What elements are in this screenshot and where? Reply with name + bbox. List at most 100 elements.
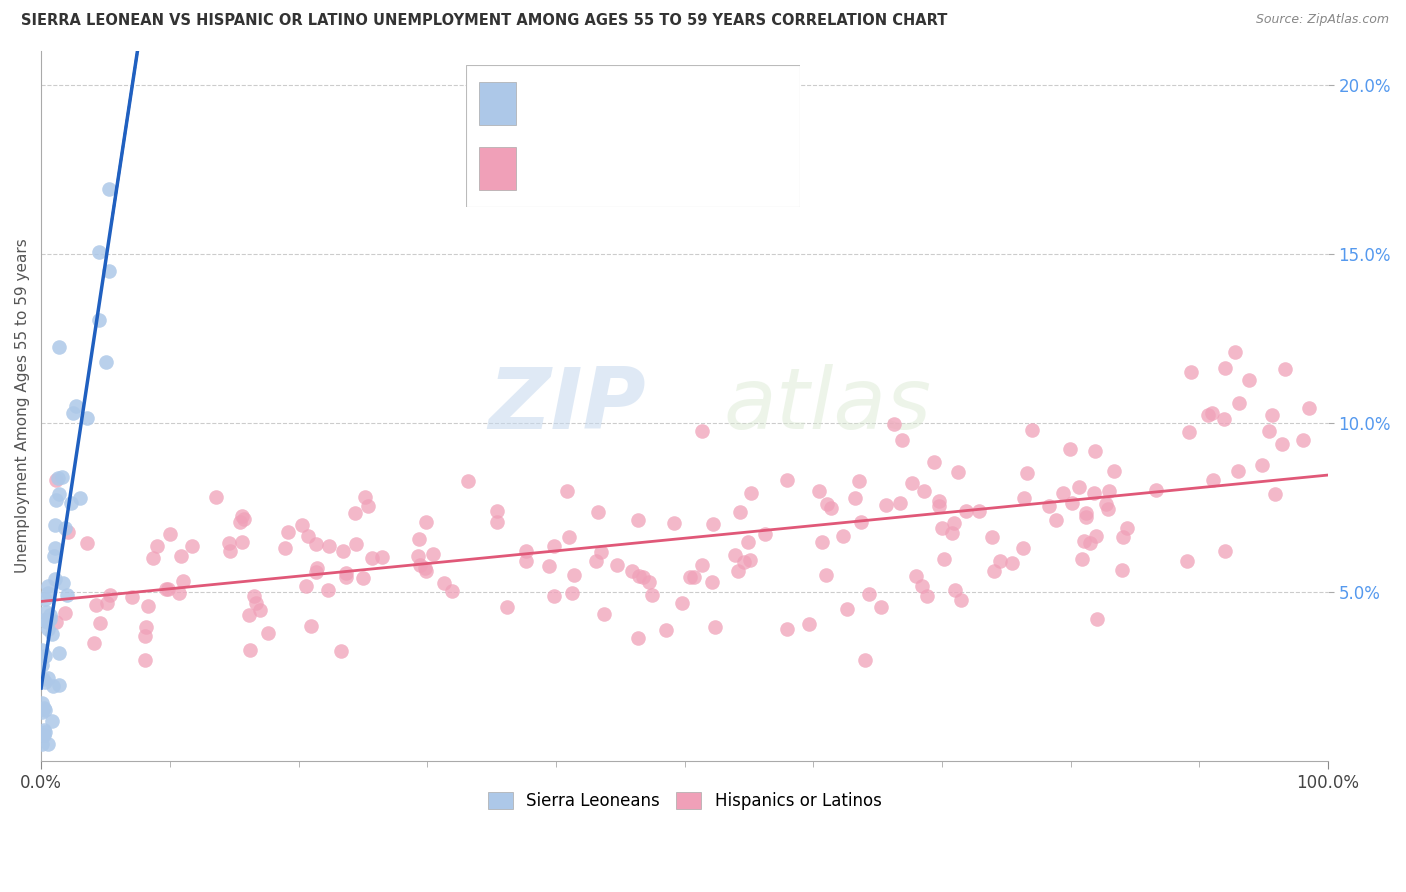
Point: [820, 501, 842, 516]
Point: [844, 491, 866, 505]
Point: [83, 636, 105, 650]
Point: [318, 582, 340, 597]
Text: Source: ZipAtlas.com: Source: ZipAtlas.com: [1256, 13, 1389, 27]
Point: [39, 612, 62, 626]
Point: [76, 410, 98, 425]
Point: [34, 675, 56, 690]
Point: [159, 527, 181, 541]
Point: [1059, 442, 1081, 456]
Point: [808, 483, 831, 498]
Point: [31, 642, 53, 657]
Point: [335, 570, 357, 584]
Point: [627, 569, 650, 583]
Point: [1227, 396, 1250, 410]
Point: [1261, 408, 1284, 422]
Point: [1071, 552, 1094, 566]
Point: [277, 525, 299, 540]
Point: [586, 505, 609, 519]
Point: [1038, 499, 1060, 513]
Point: [1111, 564, 1133, 578]
Point: [31, 737, 53, 751]
Point: [728, 505, 751, 519]
Point: [346, 537, 368, 551]
Point: [912, 483, 935, 498]
Point: [181, 539, 204, 553]
Point: [433, 576, 456, 591]
Point: [776, 474, 799, 488]
Point: [776, 622, 799, 636]
Point: [558, 529, 581, 543]
Y-axis label: Unemployment Among Ages 55 to 59 years: Unemployment Among Ages 55 to 59 years: [15, 238, 30, 574]
Point: [983, 564, 1005, 578]
Point: [413, 561, 436, 575]
Point: [543, 589, 565, 603]
Point: [41, 626, 63, 640]
Point: [943, 582, 966, 597]
Point: [1237, 372, 1260, 386]
Point: [1098, 483, 1121, 498]
Point: [97, 182, 120, 196]
Point: [155, 582, 177, 597]
Point: [142, 551, 165, 566]
Point: [1083, 486, 1105, 500]
Point: [245, 596, 267, 610]
Point: [1175, 554, 1198, 568]
Point: [37, 579, 59, 593]
Point: [1274, 362, 1296, 376]
Point: [134, 652, 156, 666]
Point: [849, 515, 872, 529]
Point: [76, 535, 98, 549]
Point: [934, 551, 956, 566]
Point: [515, 543, 537, 558]
Point: [627, 631, 650, 645]
Point: [606, 558, 628, 572]
Point: [34, 613, 56, 627]
Point: [97, 264, 120, 278]
Point: [682, 570, 704, 584]
Point: [48, 646, 70, 660]
Point: [1298, 401, 1320, 415]
Point: [343, 506, 366, 520]
Point: [1264, 487, 1286, 501]
Point: [1021, 423, 1043, 437]
Point: [51, 470, 73, 484]
Point: [900, 475, 922, 490]
Point: [34, 725, 56, 739]
Point: [891, 433, 914, 447]
Point: [361, 550, 384, 565]
Point: [704, 620, 727, 634]
Point: [48, 340, 70, 354]
Point: [1073, 533, 1095, 548]
Point: [1078, 536, 1101, 550]
Point: [988, 554, 1011, 568]
Point: [135, 620, 157, 634]
Point: [172, 574, 194, 588]
Point: [955, 504, 977, 518]
Point: [37, 737, 59, 751]
Point: [1146, 483, 1168, 498]
Point: [89, 244, 111, 259]
Point: [257, 626, 280, 640]
Point: [167, 586, 190, 600]
Point: [724, 548, 747, 562]
Point: [305, 537, 328, 551]
Point: [949, 592, 972, 607]
Point: [32, 728, 55, 742]
Point: [37, 586, 59, 600]
Point: [486, 515, 509, 529]
Point: [274, 541, 297, 555]
Point: [671, 596, 693, 610]
Point: [837, 601, 859, 615]
Point: [727, 564, 749, 578]
Point: [941, 525, 963, 540]
Point: [626, 513, 648, 527]
Point: [332, 544, 354, 558]
Point: [55, 588, 77, 602]
Point: [1012, 541, 1035, 555]
Point: [87, 313, 110, 327]
Point: [496, 600, 519, 615]
Point: [1213, 411, 1236, 425]
Point: [1202, 473, 1225, 487]
Point: [45, 493, 67, 508]
Point: [52, 576, 75, 591]
